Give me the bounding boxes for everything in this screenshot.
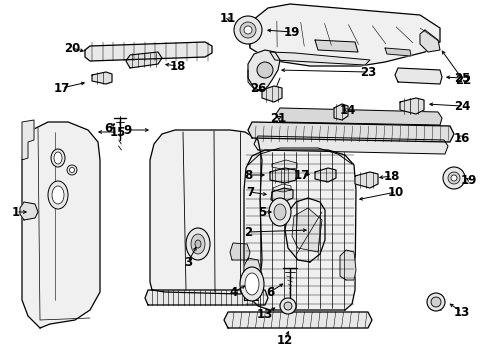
Polygon shape (291, 208, 321, 252)
Text: 14: 14 (339, 104, 355, 117)
Circle shape (450, 175, 456, 181)
Polygon shape (229, 243, 249, 260)
Polygon shape (384, 48, 410, 56)
Text: 7: 7 (245, 185, 254, 198)
Polygon shape (150, 130, 262, 294)
Text: 12: 12 (276, 333, 292, 346)
Polygon shape (244, 258, 262, 282)
Circle shape (442, 167, 464, 189)
Ellipse shape (51, 149, 65, 167)
Text: 8: 8 (244, 168, 252, 181)
Polygon shape (92, 72, 112, 84)
Circle shape (69, 167, 74, 172)
Ellipse shape (195, 240, 201, 248)
Polygon shape (394, 68, 441, 84)
Polygon shape (314, 168, 335, 182)
Polygon shape (145, 290, 267, 305)
Polygon shape (247, 50, 280, 92)
Circle shape (257, 62, 272, 78)
Polygon shape (269, 168, 295, 183)
Polygon shape (271, 160, 296, 170)
Text: 13: 13 (453, 306, 469, 319)
Ellipse shape (191, 234, 204, 254)
Text: 25: 25 (453, 72, 469, 85)
Text: 17: 17 (54, 81, 70, 95)
Polygon shape (22, 122, 100, 328)
Circle shape (67, 165, 77, 175)
Polygon shape (314, 40, 357, 52)
Text: 1: 1 (12, 206, 20, 219)
Polygon shape (224, 312, 371, 328)
Polygon shape (275, 108, 441, 125)
Polygon shape (244, 150, 355, 310)
Text: 6: 6 (265, 285, 274, 298)
Text: 19: 19 (283, 26, 300, 39)
Polygon shape (399, 98, 423, 114)
Text: 15: 15 (110, 126, 126, 139)
Ellipse shape (244, 273, 259, 295)
Polygon shape (269, 52, 369, 65)
Text: 21: 21 (269, 112, 285, 125)
Text: 11: 11 (220, 12, 236, 24)
Ellipse shape (273, 204, 285, 220)
Text: 18: 18 (383, 170, 399, 183)
Text: 9: 9 (123, 123, 132, 136)
Polygon shape (85, 42, 212, 61)
Ellipse shape (48, 181, 68, 209)
Polygon shape (339, 250, 355, 280)
Circle shape (234, 16, 262, 44)
Ellipse shape (268, 198, 290, 226)
Polygon shape (247, 4, 439, 66)
Polygon shape (270, 188, 292, 202)
Polygon shape (22, 120, 34, 160)
Text: 2: 2 (244, 225, 251, 239)
Text: 19: 19 (460, 174, 476, 186)
Polygon shape (20, 202, 38, 220)
Text: 26: 26 (249, 81, 265, 95)
Polygon shape (333, 104, 347, 120)
Polygon shape (419, 30, 439, 52)
Text: 17: 17 (293, 168, 309, 181)
Circle shape (244, 26, 251, 34)
Circle shape (426, 293, 444, 311)
Circle shape (447, 172, 459, 184)
Polygon shape (285, 198, 325, 262)
Text: 6: 6 (103, 122, 112, 135)
Text: 10: 10 (387, 185, 403, 198)
Polygon shape (253, 136, 447, 154)
Circle shape (284, 302, 291, 310)
Ellipse shape (54, 152, 62, 164)
Polygon shape (262, 86, 282, 102)
Ellipse shape (52, 186, 64, 204)
Text: 23: 23 (359, 66, 375, 78)
Circle shape (280, 298, 295, 314)
Circle shape (240, 22, 256, 38)
Polygon shape (354, 172, 377, 188)
Polygon shape (247, 122, 453, 142)
Text: 16: 16 (453, 131, 469, 144)
Text: 5: 5 (257, 206, 265, 219)
Circle shape (430, 297, 440, 307)
Text: 3: 3 (183, 256, 192, 269)
Ellipse shape (185, 228, 209, 260)
Text: 4: 4 (229, 285, 238, 298)
Ellipse shape (240, 267, 264, 301)
Text: 13: 13 (256, 307, 273, 320)
Text: 22: 22 (454, 73, 470, 86)
Text: 20: 20 (64, 41, 80, 54)
Text: 18: 18 (169, 59, 186, 72)
Polygon shape (126, 52, 162, 68)
Text: 24: 24 (453, 99, 469, 112)
